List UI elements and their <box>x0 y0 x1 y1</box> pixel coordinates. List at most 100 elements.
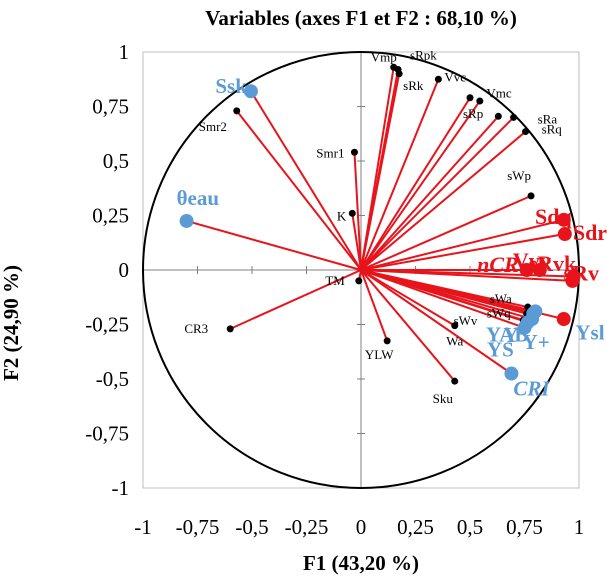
data-label: θeau <box>177 186 220 210</box>
data-label: YS <box>487 337 514 361</box>
x-axis-label: F1 (43,20 %) <box>303 551 419 575</box>
y-tick-label: -0,25 <box>85 313 129 337</box>
vector-line <box>360 269 536 313</box>
data-label: Smr2 <box>199 119 227 134</box>
x-tick-label: 0,5 <box>457 515 483 539</box>
data-point <box>348 209 356 217</box>
data-label: Wa <box>446 334 463 349</box>
data-label: YAB <box>486 323 528 347</box>
vector-line <box>360 116 515 271</box>
data-point <box>243 84 258 99</box>
data-point <box>466 94 474 102</box>
vector-line <box>360 218 564 271</box>
vector-line <box>351 213 362 271</box>
vector-line <box>360 269 573 282</box>
data-point <box>233 107 241 115</box>
data-points <box>179 63 581 385</box>
y-tick-label: 0,75 <box>92 95 129 119</box>
data-point <box>565 273 580 288</box>
vector-line <box>360 233 566 271</box>
vector-line <box>360 130 527 271</box>
vector-line <box>353 152 362 271</box>
data-label: Sdq <box>535 204 572 229</box>
x-tick-label: -0,75 <box>176 515 220 539</box>
vector-line <box>360 269 525 329</box>
data-point <box>451 322 459 330</box>
vector-line <box>360 269 512 375</box>
vector-line <box>360 100 481 271</box>
x-tick-label: -1 <box>134 515 152 539</box>
data-label: sRp <box>463 106 483 121</box>
data-point <box>527 192 535 200</box>
data-label: Vvv <box>513 248 551 273</box>
data-label: sRv <box>564 261 599 286</box>
vector-line <box>360 194 532 271</box>
data-label: TM <box>325 273 345 288</box>
data-point <box>383 337 391 345</box>
data-label: sRvk <box>529 251 577 276</box>
x-tick-labels: -1 -0,75 -0,5 -0,25 0 0,25 0,5 0,75 1 <box>134 515 584 539</box>
data-label: Smr1 <box>316 145 344 160</box>
data-label: Vvc <box>444 69 466 84</box>
data-point <box>532 263 547 277</box>
data-point <box>556 312 571 327</box>
vector-line <box>186 219 362 271</box>
data-label: CR3 <box>184 321 208 336</box>
chart-title: Variables (axes F1 et F2 : 68,10 %) <box>205 6 517 30</box>
vector-line <box>360 78 440 271</box>
vector-line <box>235 110 362 271</box>
data-label: Ysl <box>575 320 604 344</box>
vector-line <box>229 269 362 330</box>
vector-line <box>360 269 533 321</box>
data-label: Vmp <box>371 49 397 64</box>
data-point <box>355 277 363 285</box>
data-point <box>476 97 484 105</box>
data-label: Y+ <box>523 330 550 354</box>
data-label: sWp <box>507 168 531 183</box>
data-label: CRI <box>513 377 550 401</box>
data-point <box>510 113 518 121</box>
vector-line <box>360 269 456 327</box>
data-point <box>519 263 534 277</box>
x-tick-label: 0,25 <box>397 515 434 539</box>
data-point <box>504 366 519 381</box>
data-label: sRa <box>538 111 558 126</box>
data-label: sWq <box>487 306 511 321</box>
x-tick-label: -0,25 <box>285 515 329 539</box>
vector-line <box>360 269 389 342</box>
correlation-circle <box>142 51 580 489</box>
data-point <box>556 212 571 227</box>
y-tick-label: 1 <box>119 40 130 64</box>
x-tick-label: 0 <box>356 515 367 539</box>
vector-line <box>360 269 456 382</box>
data-point <box>434 75 442 83</box>
vector-line <box>360 97 471 271</box>
data-label: K <box>337 208 347 223</box>
data-label: sWv <box>454 313 478 328</box>
y-axis-label: F2 (24,90 %) <box>0 265 23 381</box>
data-point <box>494 112 502 120</box>
data-label: sWa <box>490 291 512 306</box>
data-label: Ssk <box>215 74 247 98</box>
data-label: Sku <box>433 391 454 406</box>
data-point <box>350 148 358 156</box>
data-label: Vmc <box>486 85 512 100</box>
data-point <box>395 70 403 78</box>
vector-line <box>360 73 401 271</box>
data-point <box>179 213 194 228</box>
data-label: nCR <box>477 252 519 277</box>
y-tick-label: 0,25 <box>92 204 129 228</box>
vector-line <box>360 115 500 271</box>
data-label: Sdr <box>573 220 607 245</box>
y-tick-label: -0,5 <box>96 367 129 391</box>
data-label: sRq <box>542 122 563 137</box>
data-point <box>226 325 234 333</box>
data-point <box>522 128 530 136</box>
data-label: sRk <box>403 78 424 93</box>
y-tick-label: 0 <box>119 258 130 282</box>
y-tick-label: -1 <box>112 476 130 500</box>
x-tick-label: -0,5 <box>235 515 268 539</box>
data-label: sRpk <box>410 47 437 62</box>
